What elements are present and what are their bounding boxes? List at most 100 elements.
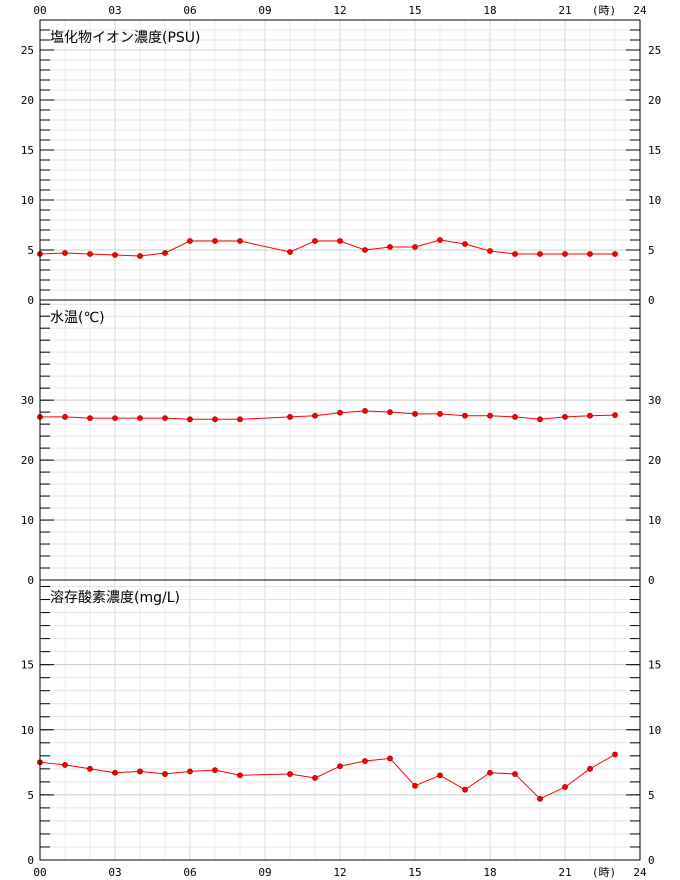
data-point (387, 409, 393, 416)
x-tick-label-bottom: 21 (558, 866, 571, 879)
data-point (587, 251, 593, 257)
series-line (39, 239, 615, 257)
y-tick-label-left: 20 (21, 454, 34, 467)
data-point (487, 248, 493, 254)
data-point (162, 415, 168, 422)
data-point (312, 412, 318, 419)
x-tick-label-top: 21 (558, 4, 571, 17)
data-point (537, 795, 543, 802)
y-tick-label-left: 10 (21, 194, 34, 207)
data-point (162, 771, 168, 777)
x-tick-label-top: 15 (408, 4, 421, 17)
data-point (437, 772, 443, 779)
data-point (462, 412, 468, 419)
data-point (412, 782, 418, 789)
panel-title: 溶存酸素濃度(mg/L) (50, 590, 180, 606)
y-tick-label-right: 20 (648, 94, 661, 107)
y-tick-label-right: 10 (648, 514, 661, 527)
y-tick-label-right: 10 (648, 194, 661, 207)
x-tick-label-bottom: 09 (258, 866, 271, 879)
data-point (412, 244, 418, 250)
data-point (612, 751, 618, 758)
data-point (137, 768, 143, 775)
x-tick-label-top: 24 (633, 4, 647, 17)
x-tick-label-top: 03 (108, 4, 121, 17)
y-tick-label-right: 0 (648, 294, 655, 307)
data-point (187, 416, 193, 423)
data-point (237, 772, 243, 779)
x-unit-label-top: (時) (592, 4, 616, 17)
data-point (212, 416, 218, 423)
data-point (187, 768, 193, 775)
data-point (512, 771, 518, 777)
y-tick-label-left: 20 (21, 94, 34, 107)
data-point (137, 415, 143, 422)
data-point (337, 238, 343, 244)
x-tick-label-bottom: 00 (33, 866, 46, 879)
x-tick-label-top: 18 (483, 4, 496, 17)
data-point (362, 247, 368, 253)
y-tick-label-left: 25 (21, 44, 34, 57)
panel-title: 塩化物イオン濃度(PSU) (50, 30, 201, 46)
data-point (612, 412, 618, 419)
data-point (112, 769, 118, 776)
data-point (137, 253, 143, 259)
data-point (62, 414, 68, 420)
x-tick-label-bottom: 24 (633, 866, 647, 879)
data-point (287, 249, 293, 255)
y-tick-label-right: 15 (648, 659, 661, 672)
data-point (287, 414, 293, 420)
data-point (562, 251, 568, 257)
y-tick-label-right: 5 (648, 789, 655, 802)
data-point (437, 237, 443, 243)
data-point (337, 763, 343, 770)
data-point (462, 241, 468, 247)
data-point (512, 414, 518, 420)
data-point (237, 416, 243, 423)
y-tick-label-left: 0 (27, 854, 34, 867)
data-point (312, 238, 318, 244)
data-point (612, 251, 618, 257)
data-point (112, 252, 118, 258)
data-point (537, 251, 543, 257)
data-point (362, 758, 368, 764)
data-point (162, 250, 168, 256)
data-point (87, 251, 93, 257)
x-tick-label-bottom: 12 (333, 866, 346, 879)
panel-title: 水温(℃) (50, 310, 105, 326)
data-point (387, 244, 393, 250)
y-tick-label-right: 15 (648, 144, 661, 157)
data-point (62, 762, 68, 768)
y-tick-label-right: 30 (648, 394, 661, 407)
plot-frame (39, 19, 641, 861)
data-point (387, 755, 393, 762)
y-tick-label-left: 10 (21, 724, 34, 737)
x-unit-label-bottom: (時) (592, 866, 616, 879)
data-point (212, 767, 218, 774)
data-point (362, 408, 368, 414)
data-point (337, 409, 343, 416)
data-point (487, 412, 493, 419)
y-tick-label-left: 15 (21, 144, 34, 157)
x-tick-label-top: 12 (333, 4, 346, 17)
y-tick-label-right: 0 (648, 574, 655, 587)
series-line (39, 754, 616, 800)
y-tick-label-left: 5 (27, 244, 34, 257)
data-point (587, 412, 593, 419)
data-point (237, 238, 243, 244)
data-point (187, 238, 193, 244)
data-point (537, 416, 543, 423)
y-tick-label-left: 10 (21, 514, 34, 527)
data-point (112, 415, 118, 422)
y-tick-label-right: 5 (648, 244, 655, 257)
data-point (212, 238, 218, 244)
data-point (587, 765, 593, 772)
data-point (87, 415, 93, 422)
x-tick-label-bottom: 06 (183, 866, 196, 879)
data-point (462, 786, 468, 793)
data-point (487, 769, 493, 776)
y-tick-label-right: 25 (648, 44, 661, 57)
data-point (312, 775, 318, 781)
y-tick-label-left: 15 (21, 659, 34, 672)
